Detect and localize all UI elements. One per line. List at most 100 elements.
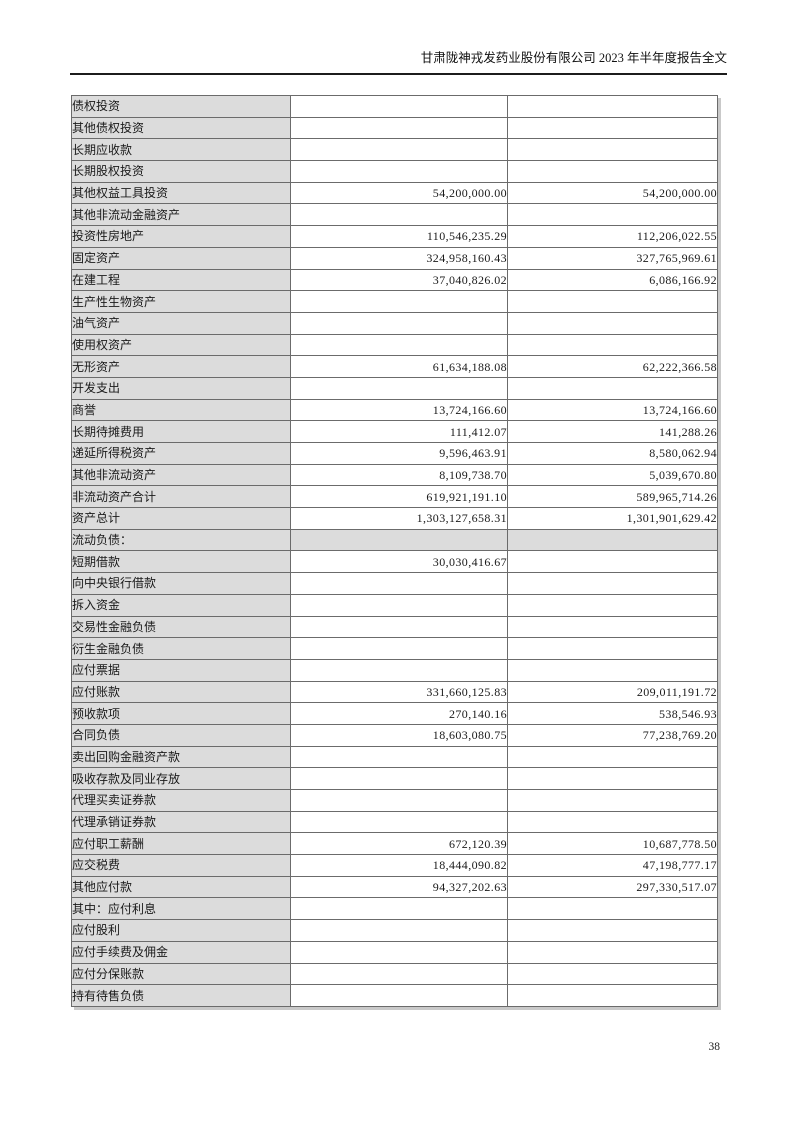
row-current-amount: 672,120.39 <box>290 832 508 856</box>
row-item-label: 应付股利 <box>71 919 291 942</box>
table-row: 合同负债 18,603,080.75 77,238,769.20 <box>71 723 718 747</box>
row-item-label: 应付手续费及佣金 <box>71 940 291 964</box>
table-row: 其他应付款 94,327,202.63 297,330,517.07 <box>71 875 718 899</box>
table-row: 其他权益工具投资 54,200,000.00 54,200,000.00 <box>71 181 718 205</box>
table-row: 代理承销证券款 <box>71 810 718 834</box>
table-row: 向中央银行借款 <box>71 572 718 595</box>
row-current-amount <box>290 593 508 617</box>
row-current-amount: 18,444,090.82 <box>290 854 508 877</box>
table-row: 应付股利 <box>71 919 718 942</box>
table-row: 债权投资 <box>71 95 718 118</box>
row-previous-amount <box>507 767 718 790</box>
row-previous-amount: 62,222,366.58 <box>507 355 718 378</box>
row-item-label: 持有待售负债 <box>71 984 291 1007</box>
row-current-amount <box>290 528 508 552</box>
row-previous-amount: 112,206,022.55 <box>507 225 718 248</box>
row-previous-amount: 327,765,969.61 <box>507 246 718 270</box>
row-current-amount <box>290 897 508 921</box>
row-item-label: 债权投资 <box>71 95 291 118</box>
table-row: 交易性金融负债 <box>71 615 718 639</box>
row-current-amount: 13,724,166.60 <box>290 398 508 422</box>
row-current-amount: 54,200,000.00 <box>290 181 508 205</box>
table-row: 短期借款 30,030,416.67 <box>71 550 718 574</box>
row-previous-amount <box>507 572 718 595</box>
balance-sheet-table: 债权投资 其他债权投资 长期应收款 长期股权投资 其他权益工具投资 54,200… <box>71 95 718 1007</box>
row-previous-amount <box>507 789 718 812</box>
row-previous-amount <box>507 290 718 313</box>
row-current-amount <box>290 572 508 595</box>
row-item-label: 衍生金融负债 <box>71 637 291 660</box>
row-item-label: 商誉 <box>71 398 291 422</box>
table-row: 商誉 13,724,166.60 13,724,166.60 <box>71 398 718 422</box>
row-item-label: 固定资产 <box>71 246 291 270</box>
row-previous-amount <box>507 95 718 118</box>
row-previous-amount <box>507 160 718 183</box>
table-row: 应付分保账款 <box>71 962 718 986</box>
table-row: 拆入资金 <box>71 593 718 617</box>
row-item-label: 应付职工薪酬 <box>71 832 291 856</box>
row-current-amount <box>290 919 508 942</box>
row-item-label: 拆入资金 <box>71 593 291 617</box>
row-previous-amount: 141,288.26 <box>507 420 718 443</box>
row-current-amount <box>290 940 508 964</box>
table-row: 油气资产 <box>71 311 718 335</box>
row-current-amount <box>290 290 508 313</box>
row-current-amount: 111,412.07 <box>290 420 508 443</box>
row-previous-amount: 209,011,191.72 <box>507 680 718 704</box>
row-item-label: 投资性房地产 <box>71 225 291 248</box>
row-current-amount <box>290 333 508 357</box>
table-row: 资产总计 1,303,127,658.31 1,301,901,629.42 <box>71 507 718 530</box>
row-previous-amount <box>507 919 718 942</box>
row-current-amount: 1,303,127,658.31 <box>290 507 508 530</box>
row-item-label: 其他权益工具投资 <box>71 181 291 205</box>
row-item-label: 应付分保账款 <box>71 962 291 986</box>
table-row: 其他债权投资 <box>71 116 718 140</box>
table-row: 应付职工薪酬 672,120.39 10,687,778.50 <box>71 832 718 856</box>
row-item-label: 长期股权投资 <box>71 160 291 183</box>
row-current-amount <box>290 376 508 400</box>
row-current-amount <box>290 160 508 183</box>
row-current-amount: 324,958,160.43 <box>290 246 508 270</box>
row-current-amount: 110,546,235.29 <box>290 225 508 248</box>
row-previous-amount: 47,198,777.17 <box>507 854 718 877</box>
row-current-amount: 9,596,463.91 <box>290 442 508 465</box>
row-item-label: 其他债权投资 <box>71 116 291 140</box>
table-row: 生产性生物资产 <box>71 290 718 313</box>
row-current-amount <box>290 615 508 639</box>
row-previous-amount <box>507 333 718 357</box>
table-row: 预收款项 270,140.16 538,546.93 <box>71 702 718 725</box>
table-row: 其他非流动资产 8,109,738.70 5,039,670.80 <box>71 463 718 487</box>
table-row: 应付账款 331,660,125.83 209,011,191.72 <box>71 680 718 704</box>
row-previous-amount <box>507 658 718 682</box>
row-item-label: 其他非流动资产 <box>71 463 291 487</box>
row-current-amount: 37,040,826.02 <box>290 268 508 292</box>
row-item-label: 无形资产 <box>71 355 291 378</box>
row-previous-amount <box>507 311 718 335</box>
table-row: 长期应收款 <box>71 138 718 162</box>
row-current-amount <box>290 767 508 790</box>
row-current-amount <box>290 745 508 769</box>
balance-sheet-table-body: 债权投资 其他债权投资 长期应收款 长期股权投资 其他权益工具投资 54,200… <box>71 95 718 1007</box>
row-current-amount: 8,109,738.70 <box>290 463 508 487</box>
row-item-label: 长期待摊费用 <box>71 420 291 443</box>
table-row: 代理买卖证券款 <box>71 789 718 812</box>
row-item-label: 交易性金融负债 <box>71 615 291 639</box>
row-item-label: 使用权资产 <box>71 333 291 357</box>
row-item-label: 应付账款 <box>71 680 291 704</box>
row-item-label: 向中央银行借款 <box>71 572 291 595</box>
row-item-label: 吸收存款及同业存放 <box>71 767 291 790</box>
table-row: 长期股权投资 <box>71 160 718 183</box>
page-header-title: 甘肃陇神戎发药业股份有限公司 2023 年半年度报告全文 <box>420 51 727 65</box>
row-item-label: 开发支出 <box>71 376 291 400</box>
row-current-amount <box>290 95 508 118</box>
row-previous-amount <box>507 138 718 162</box>
row-current-amount: 270,140.16 <box>290 702 508 725</box>
row-previous-amount: 54,200,000.00 <box>507 181 718 205</box>
table-row: 固定资产 324,958,160.43 327,765,969.61 <box>71 246 718 270</box>
row-current-amount <box>290 658 508 682</box>
row-previous-amount <box>507 550 718 574</box>
table-row: 持有待售负债 <box>71 984 718 1007</box>
table-row: 应付票据 <box>71 658 718 682</box>
table-row: 吸收存款及同业存放 <box>71 767 718 790</box>
